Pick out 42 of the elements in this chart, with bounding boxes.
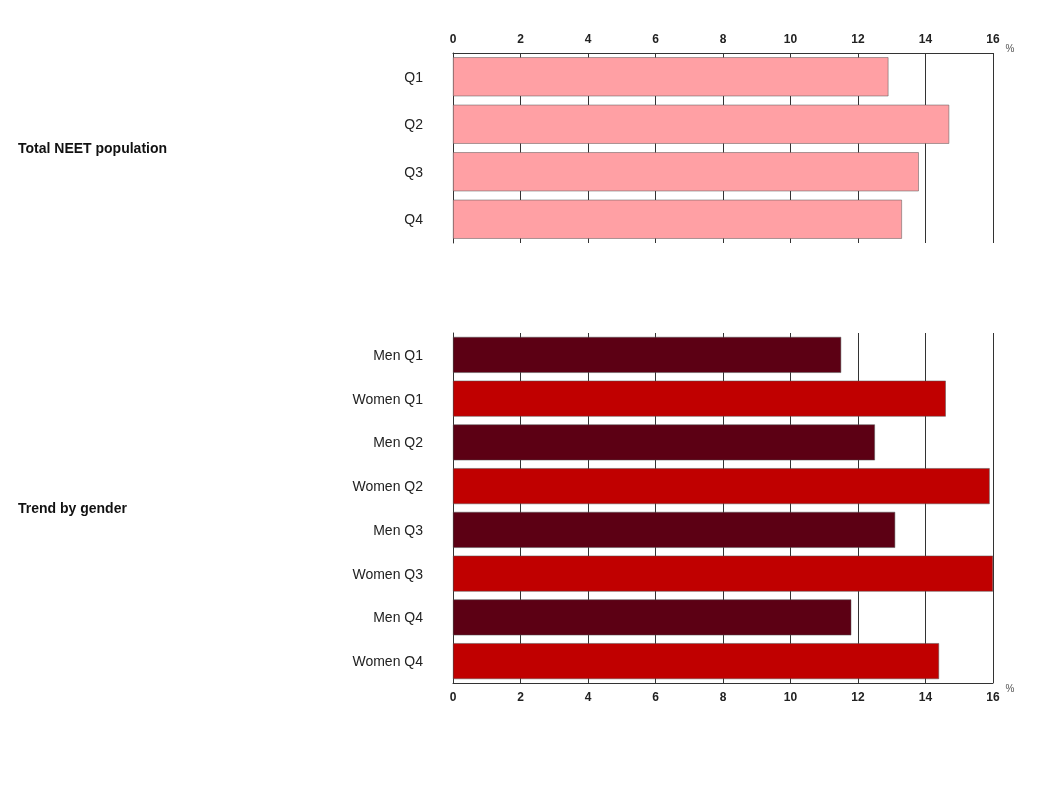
y-tick-label: Women Q1 [352,390,424,407]
y-axis-title: Trend by gender [18,500,128,516]
x-tick-label: 6 [652,32,660,46]
y-tick-label: Q1 [404,68,424,85]
y-tick-label: Women Q2 [352,478,424,495]
x-tick-label: 4 [584,690,592,704]
bar [453,511,896,548]
x-tick-label: 0 [449,32,457,46]
y-tick-label: Men Q1 [373,346,424,363]
y-tick-label: Women Q3 [352,565,424,582]
x-tick-label: 12 [851,690,865,704]
x-tick-label: 2 [517,32,525,46]
x-tick-label: 8 [719,32,727,46]
x-tick-label: 2 [517,690,525,704]
x-tick-label: 14 [918,690,933,704]
y-tick-label: Women Q4 [352,653,424,670]
y-tick-label: Men Q2 [373,434,424,451]
x-tick-label: 16 [986,690,1000,704]
bar [453,468,990,505]
bar [453,336,842,373]
x-tick-label: 4 [584,32,592,46]
y-axis-title: Total NEET population [18,140,168,156]
x-tick-label: 10 [783,32,798,46]
x-tick-label: 0 [449,690,457,704]
bar [453,380,946,417]
x-axis-title: % [1005,682,1015,694]
bar [453,599,852,636]
y-tick-label: Q3 [404,163,424,180]
y-tick-label: Q4 [404,211,424,228]
x-tick-label: 12 [851,32,865,46]
x-tick-label: 14 [918,32,933,46]
bar [453,555,993,592]
x-tick-label: 6 [652,690,660,704]
bar [453,424,875,461]
x-tick-label: 8 [719,690,727,704]
y-tick-label: Q2 [404,116,424,133]
x-axis-title: % [1005,42,1015,54]
y-tick-label: Men Q4 [373,609,424,626]
bar [453,643,939,680]
x-tick-label: 10 [783,690,798,704]
y-tick-label: Men Q3 [373,521,424,538]
x-tick-label: 16 [986,32,1000,46]
